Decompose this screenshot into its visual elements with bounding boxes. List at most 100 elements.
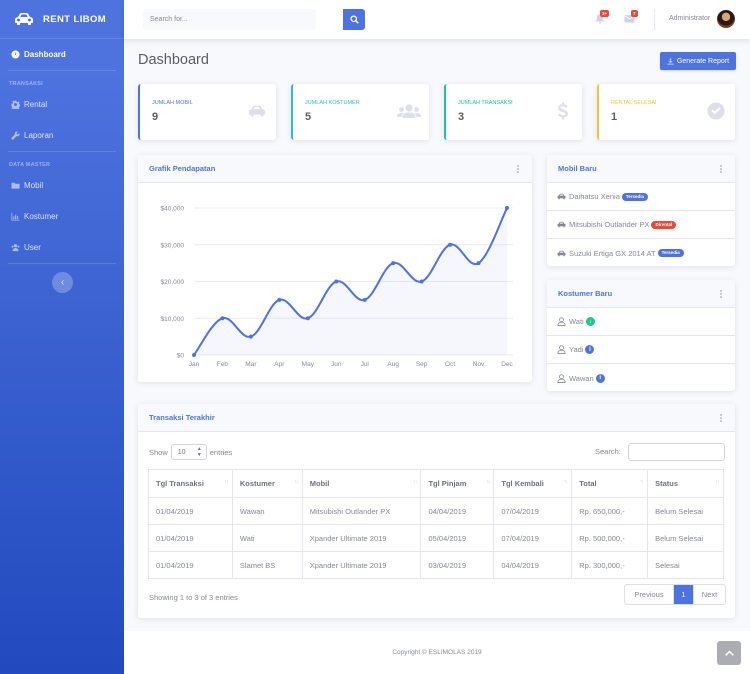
entries-length: Show 10 ▲ ▼ entries [149, 444, 232, 460]
previous-button[interactable]: Previous [625, 585, 674, 604]
sidebar: RENT LIBOM Dashboard TRANSAKSI Rental La… [0, 0, 124, 674]
sidebar-divider [8, 263, 116, 264]
user-icon [557, 373, 566, 383]
stat-label: JUMLAH MOBIL [152, 100, 193, 106]
data-point [448, 242, 453, 247]
next-button[interactable]: Next [701, 590, 718, 599]
generate-report-button[interactable]: Generate Report [660, 52, 736, 70]
avatar[interactable] [717, 10, 735, 28]
column-header[interactable]: Tgl Pinjam ↑↓ [420, 469, 495, 498]
kostumer-baru-item[interactable]: Yadi i [547, 336, 735, 364]
sidebar-heading-transaksi: TRANSAKSI [9, 81, 43, 87]
kostumer-name: Wawan [569, 373, 594, 383]
table-search-input[interactable] [628, 443, 725, 461]
stat-value: 3 [458, 111, 465, 123]
table-cell: Xpander Ultimate 2019 [301, 551, 422, 579]
mobil-baru-item[interactable]: Suzuki Ertiga GX 2014 AT Tersedia [547, 239, 735, 267]
entries-select[interactable]: 10 ▲ ▼ [170, 444, 207, 460]
mobil-baru-item[interactable]: Daihatsu Xenia Tersedia [547, 183, 735, 211]
table-cell: Selesai [647, 551, 724, 579]
chart-card: Grafik Pendapatan $0 $10,000 $20,000 $30,00… [138, 155, 532, 382]
kostumer-name: Yadi [569, 345, 584, 354]
more-options-icon[interactable] [517, 165, 520, 174]
sidebar-item-rental[interactable]: Rental [0, 89, 124, 120]
sidebar-heading-data-master: DATA MASTER [9, 162, 51, 168]
x-tick-label: Sep [416, 361, 428, 368]
table-row[interactable]: 01/04/2019 Wati Xpander Ultimate 2019 05/04… [148, 524, 724, 552]
x-tick-label: Apr [274, 361, 285, 368]
table-cell: Belum Selesai [647, 497, 724, 525]
table-cell: Rp. 650,000,- [571, 497, 649, 525]
column-header[interactable]: Kostumer ↑↓ [231, 469, 303, 498]
table-cell: 03/04/2019 [420, 551, 495, 579]
alerts-dropdown[interactable]: 3+ [595, 10, 610, 26]
transaksi-table: Tgl Transaksi ↑↓ Kostumer ↑↓ Mobil ↑↓ Tgl Pinj… [148, 469, 724, 579]
user-icon [557, 317, 566, 326]
status-badge: Tersedia [621, 192, 649, 201]
table-cell: 07/04/2019 [493, 497, 573, 525]
table-row[interactable]: 01/04/2019 Wawan Mitsubishi Outlander PX 04… [148, 497, 724, 525]
alerts-badge: 3+ [600, 10, 610, 17]
car-icon [557, 221, 566, 228]
sidebar-item-kostumer[interactable]: Kostumer [0, 201, 124, 232]
table-cell: Slamet BS [231, 551, 303, 579]
table-cell: 01/04/2019 [148, 524, 233, 552]
user-name[interactable]: Administrator [669, 15, 711, 22]
sidebar-divider [8, 151, 116, 152]
male-icon: i [585, 345, 595, 354]
search-input[interactable]: Search for... [143, 9, 316, 30]
scroll-to-top-button[interactable] [717, 641, 741, 665]
kostumer-baru-item[interactable]: Wati ↓ [547, 308, 735, 336]
sidebar-item-label: Dashboard [24, 50, 66, 59]
chevron-up-icon [724, 650, 734, 656]
female-icon: ↓ [585, 317, 595, 326]
status-badge: Dirental [651, 220, 677, 229]
generate-report-label: Generate Report [676, 57, 730, 65]
y-tick-label: $0 [177, 353, 185, 360]
topbar-divider [654, 9, 655, 30]
column-header[interactable]: Tgl Kembali ↑↓ [493, 469, 573, 498]
search-button[interactable] [343, 9, 365, 30]
column-header[interactable]: Mobil ↑↓ [301, 469, 422, 498]
sidebar-item-label: Laporan [24, 131, 54, 140]
more-options-icon[interactable] [720, 290, 723, 299]
more-options-icon[interactable] [720, 165, 723, 174]
table-cell: 01/04/2019 [148, 551, 233, 579]
stat-value: 9 [152, 111, 159, 123]
mobil-baru-item[interactable]: Mitsubishi Outlander PX Dirental [547, 211, 735, 239]
mobil-name: Mitsubishi Outlander PX [569, 220, 650, 229]
x-tick-label: Nov [473, 361, 485, 368]
column-header[interactable]: Total ↑↓ [571, 469, 649, 498]
table-cell: Xpander Ultimate 2019 [301, 524, 422, 552]
y-tick-label: $40,000 [161, 206, 185, 213]
sidebar-item-user[interactable]: User [0, 232, 124, 263]
x-tick-label: Dec [501, 361, 513, 368]
column-header[interactable]: Status ↑↓ [647, 469, 724, 498]
sidebar-item-dashboard[interactable]: Dashboard [0, 39, 124, 70]
sidebar-item-mobil[interactable]: Mobil [0, 170, 124, 201]
data-point [362, 297, 367, 302]
users-icon [10, 243, 20, 253]
brand[interactable]: RENT LIBOM [0, 0, 124, 39]
messages-dropdown[interactable]: 7 [624, 10, 638, 25]
sort-icon: ↑↓ [715, 479, 720, 485]
data-point [476, 261, 481, 266]
column-header-label: Kostumer [239, 479, 275, 488]
sidebar-toggle-button[interactable]: ‹ [52, 272, 73, 293]
data-point [419, 279, 424, 284]
column-header[interactable]: Tgl Transaksi ↑↓ [148, 469, 233, 498]
x-tick-label: Jun [331, 361, 342, 368]
table-row[interactable]: 01/04/2019 Slamet BS Xpander Ultimate 2019… [148, 551, 724, 579]
table-cell: 07/04/2019 [493, 524, 573, 552]
column-header-label: Status [655, 479, 679, 488]
data-point [277, 297, 282, 302]
x-tick-label: Jul [361, 361, 370, 368]
sidebar-item-laporan[interactable]: Laporan [0, 120, 124, 151]
page-1-button[interactable]: 1 [674, 585, 694, 604]
topbar: Search for... 3+ 7 Administrator [124, 0, 750, 39]
kostumer-baru-item[interactable]: Wawan i [547, 364, 735, 392]
chart-icon [10, 212, 20, 222]
data-point [391, 261, 396, 266]
male-icon: i [595, 373, 605, 383]
more-options-icon[interactable] [720, 414, 723, 423]
